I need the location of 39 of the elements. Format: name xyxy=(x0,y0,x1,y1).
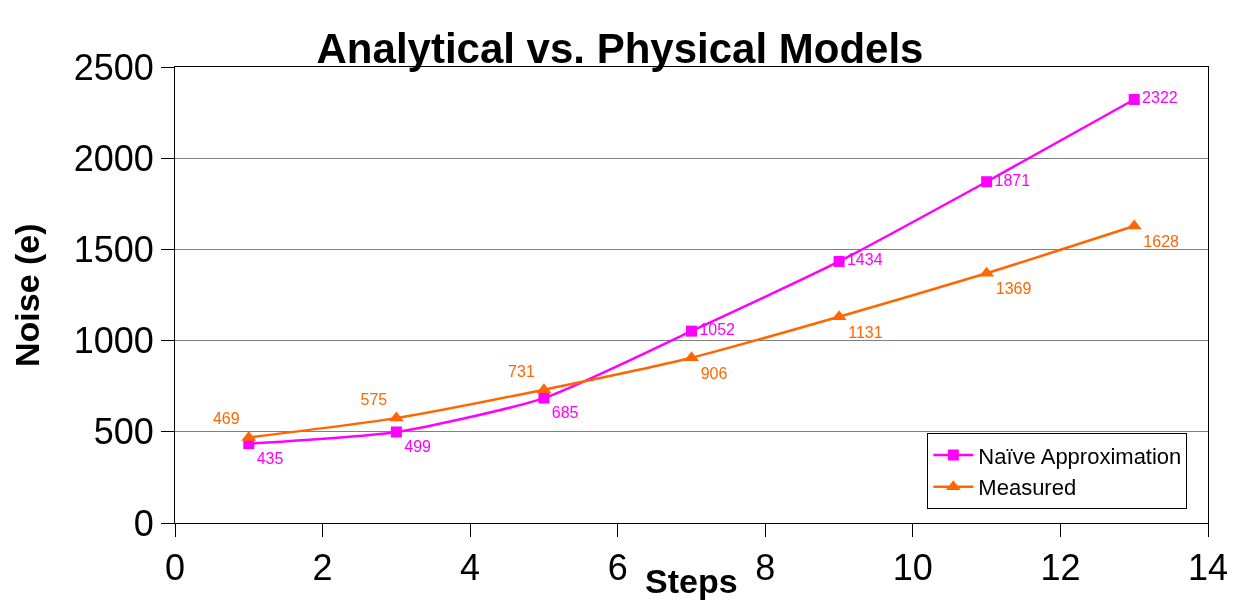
data-label: 435 xyxy=(256,449,284,467)
y-tick-label: 1500 xyxy=(73,229,154,270)
point xyxy=(1128,93,1140,105)
y-tick-label: 0 xyxy=(133,502,154,544)
x-tick-label: 4 xyxy=(460,547,481,589)
data-label: 906 xyxy=(700,364,728,382)
data-label: 469 xyxy=(212,410,240,428)
data-label: 2322 xyxy=(1142,89,1178,107)
data-label: 575 xyxy=(360,390,388,408)
chart-title: Analytical vs. Physical Models xyxy=(316,24,924,72)
y-tick-label: 500 xyxy=(93,411,154,453)
point xyxy=(390,426,402,438)
y-tick-label: 1000 xyxy=(73,320,154,362)
data-label: 1871 xyxy=(994,171,1031,189)
x-tick-label: 14 xyxy=(1187,547,1229,589)
data-label: 685 xyxy=(551,403,579,421)
y-axis-title: Noise (e) xyxy=(8,223,46,367)
data-label: 731 xyxy=(508,362,535,380)
point xyxy=(981,176,993,188)
data-label: 1052 xyxy=(699,321,736,339)
data-label: 1369 xyxy=(995,280,1032,298)
data-label: 1131 xyxy=(848,323,883,341)
point xyxy=(686,325,697,337)
x-axis-title: Steps xyxy=(645,562,738,600)
legend-label: Measured xyxy=(978,475,1077,501)
y-tick-label: 2500 xyxy=(73,46,154,88)
x-tick-label: 8 xyxy=(755,547,776,589)
legend-label: Naïve Approximation xyxy=(978,443,1182,469)
x-tick-label: 6 xyxy=(607,547,628,589)
x-tick-label: 12 xyxy=(1040,547,1081,589)
data-label: 1628 xyxy=(1143,233,1180,251)
point xyxy=(833,255,845,267)
x-tick-label: 0 xyxy=(164,547,186,589)
x-tick-label: 10 xyxy=(892,547,933,589)
point xyxy=(538,392,550,404)
data-label: 499 xyxy=(404,437,432,455)
x-tick-label: 2 xyxy=(312,547,333,589)
data-label: 1434 xyxy=(846,251,883,269)
y-tick-label: 2000 xyxy=(73,137,154,179)
